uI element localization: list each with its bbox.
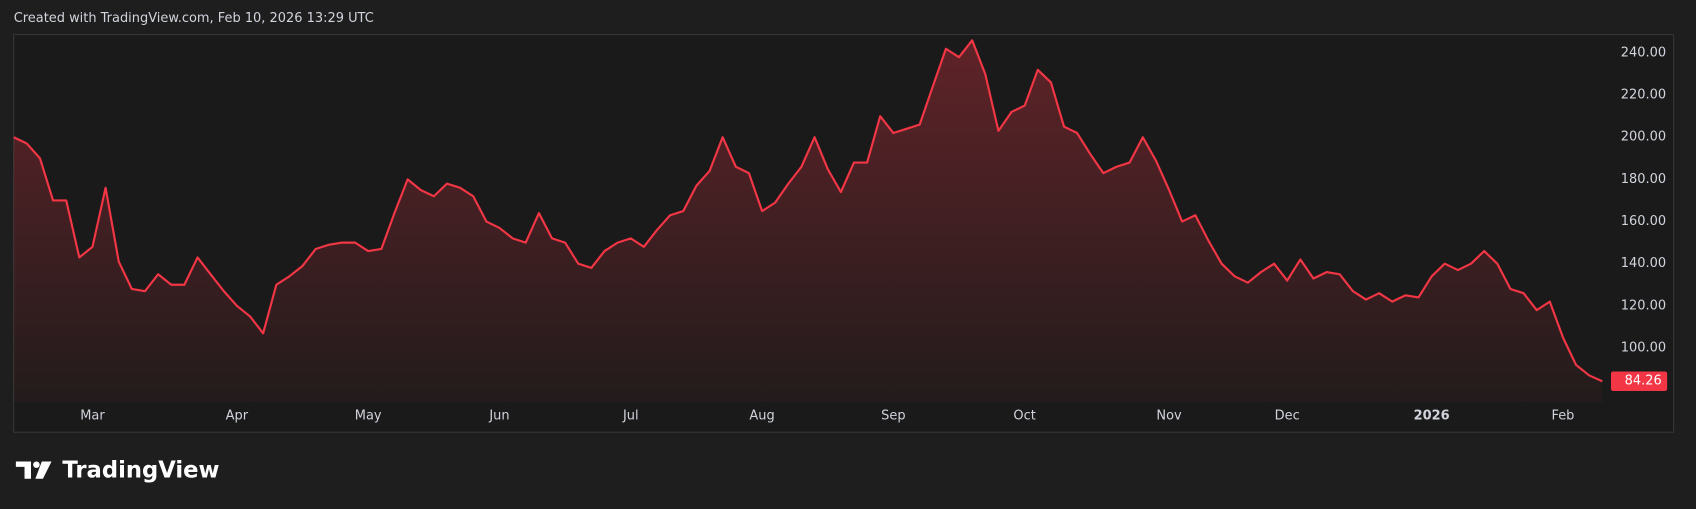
y-tick-label: 240.00 xyxy=(1621,45,1666,60)
y-tick-label: 140.00 xyxy=(1621,256,1666,271)
logo-icon-slash xyxy=(35,461,52,479)
x-tick-label: Nov xyxy=(1156,409,1182,424)
logo-icon-dot xyxy=(33,461,40,468)
y-tick-label: 120.00 xyxy=(1621,298,1666,313)
x-tick-label: 2026 xyxy=(1414,409,1450,424)
x-tick-label: Dec xyxy=(1275,409,1300,424)
x-tick-label: Sep xyxy=(881,409,905,424)
brand: TradingView xyxy=(62,458,219,484)
x-tick-label: Apr xyxy=(226,409,249,424)
x-tick-label: Feb xyxy=(1551,409,1574,424)
x-tick-label: Oct xyxy=(1013,409,1035,424)
last-price-badge xyxy=(1610,371,1668,391)
tradingview-logo: TradingView xyxy=(15,458,220,484)
price-line xyxy=(13,39,1603,383)
x-tick-label: Jun xyxy=(488,409,509,424)
y-tick-label: 160.00 xyxy=(1621,214,1666,229)
logo-icon xyxy=(15,461,32,479)
x-tick-label: Jul xyxy=(622,409,639,424)
x-tick-label: Aug xyxy=(749,409,774,424)
x-tick-label: Mar xyxy=(80,409,105,424)
x-tick-label: May xyxy=(355,409,382,424)
y-tick-label: 200.00 xyxy=(1621,130,1666,145)
header-caption: Created with TradingView.com, Feb 10, 20… xyxy=(14,11,374,26)
y-tick-label: 100.00 xyxy=(1621,341,1666,356)
y-tick-label: 180.00 xyxy=(1621,172,1666,187)
area-fill xyxy=(13,40,1603,403)
last-price-label: 84.26 xyxy=(1625,374,1662,389)
y-tick-label: 220.00 xyxy=(1621,88,1666,103)
